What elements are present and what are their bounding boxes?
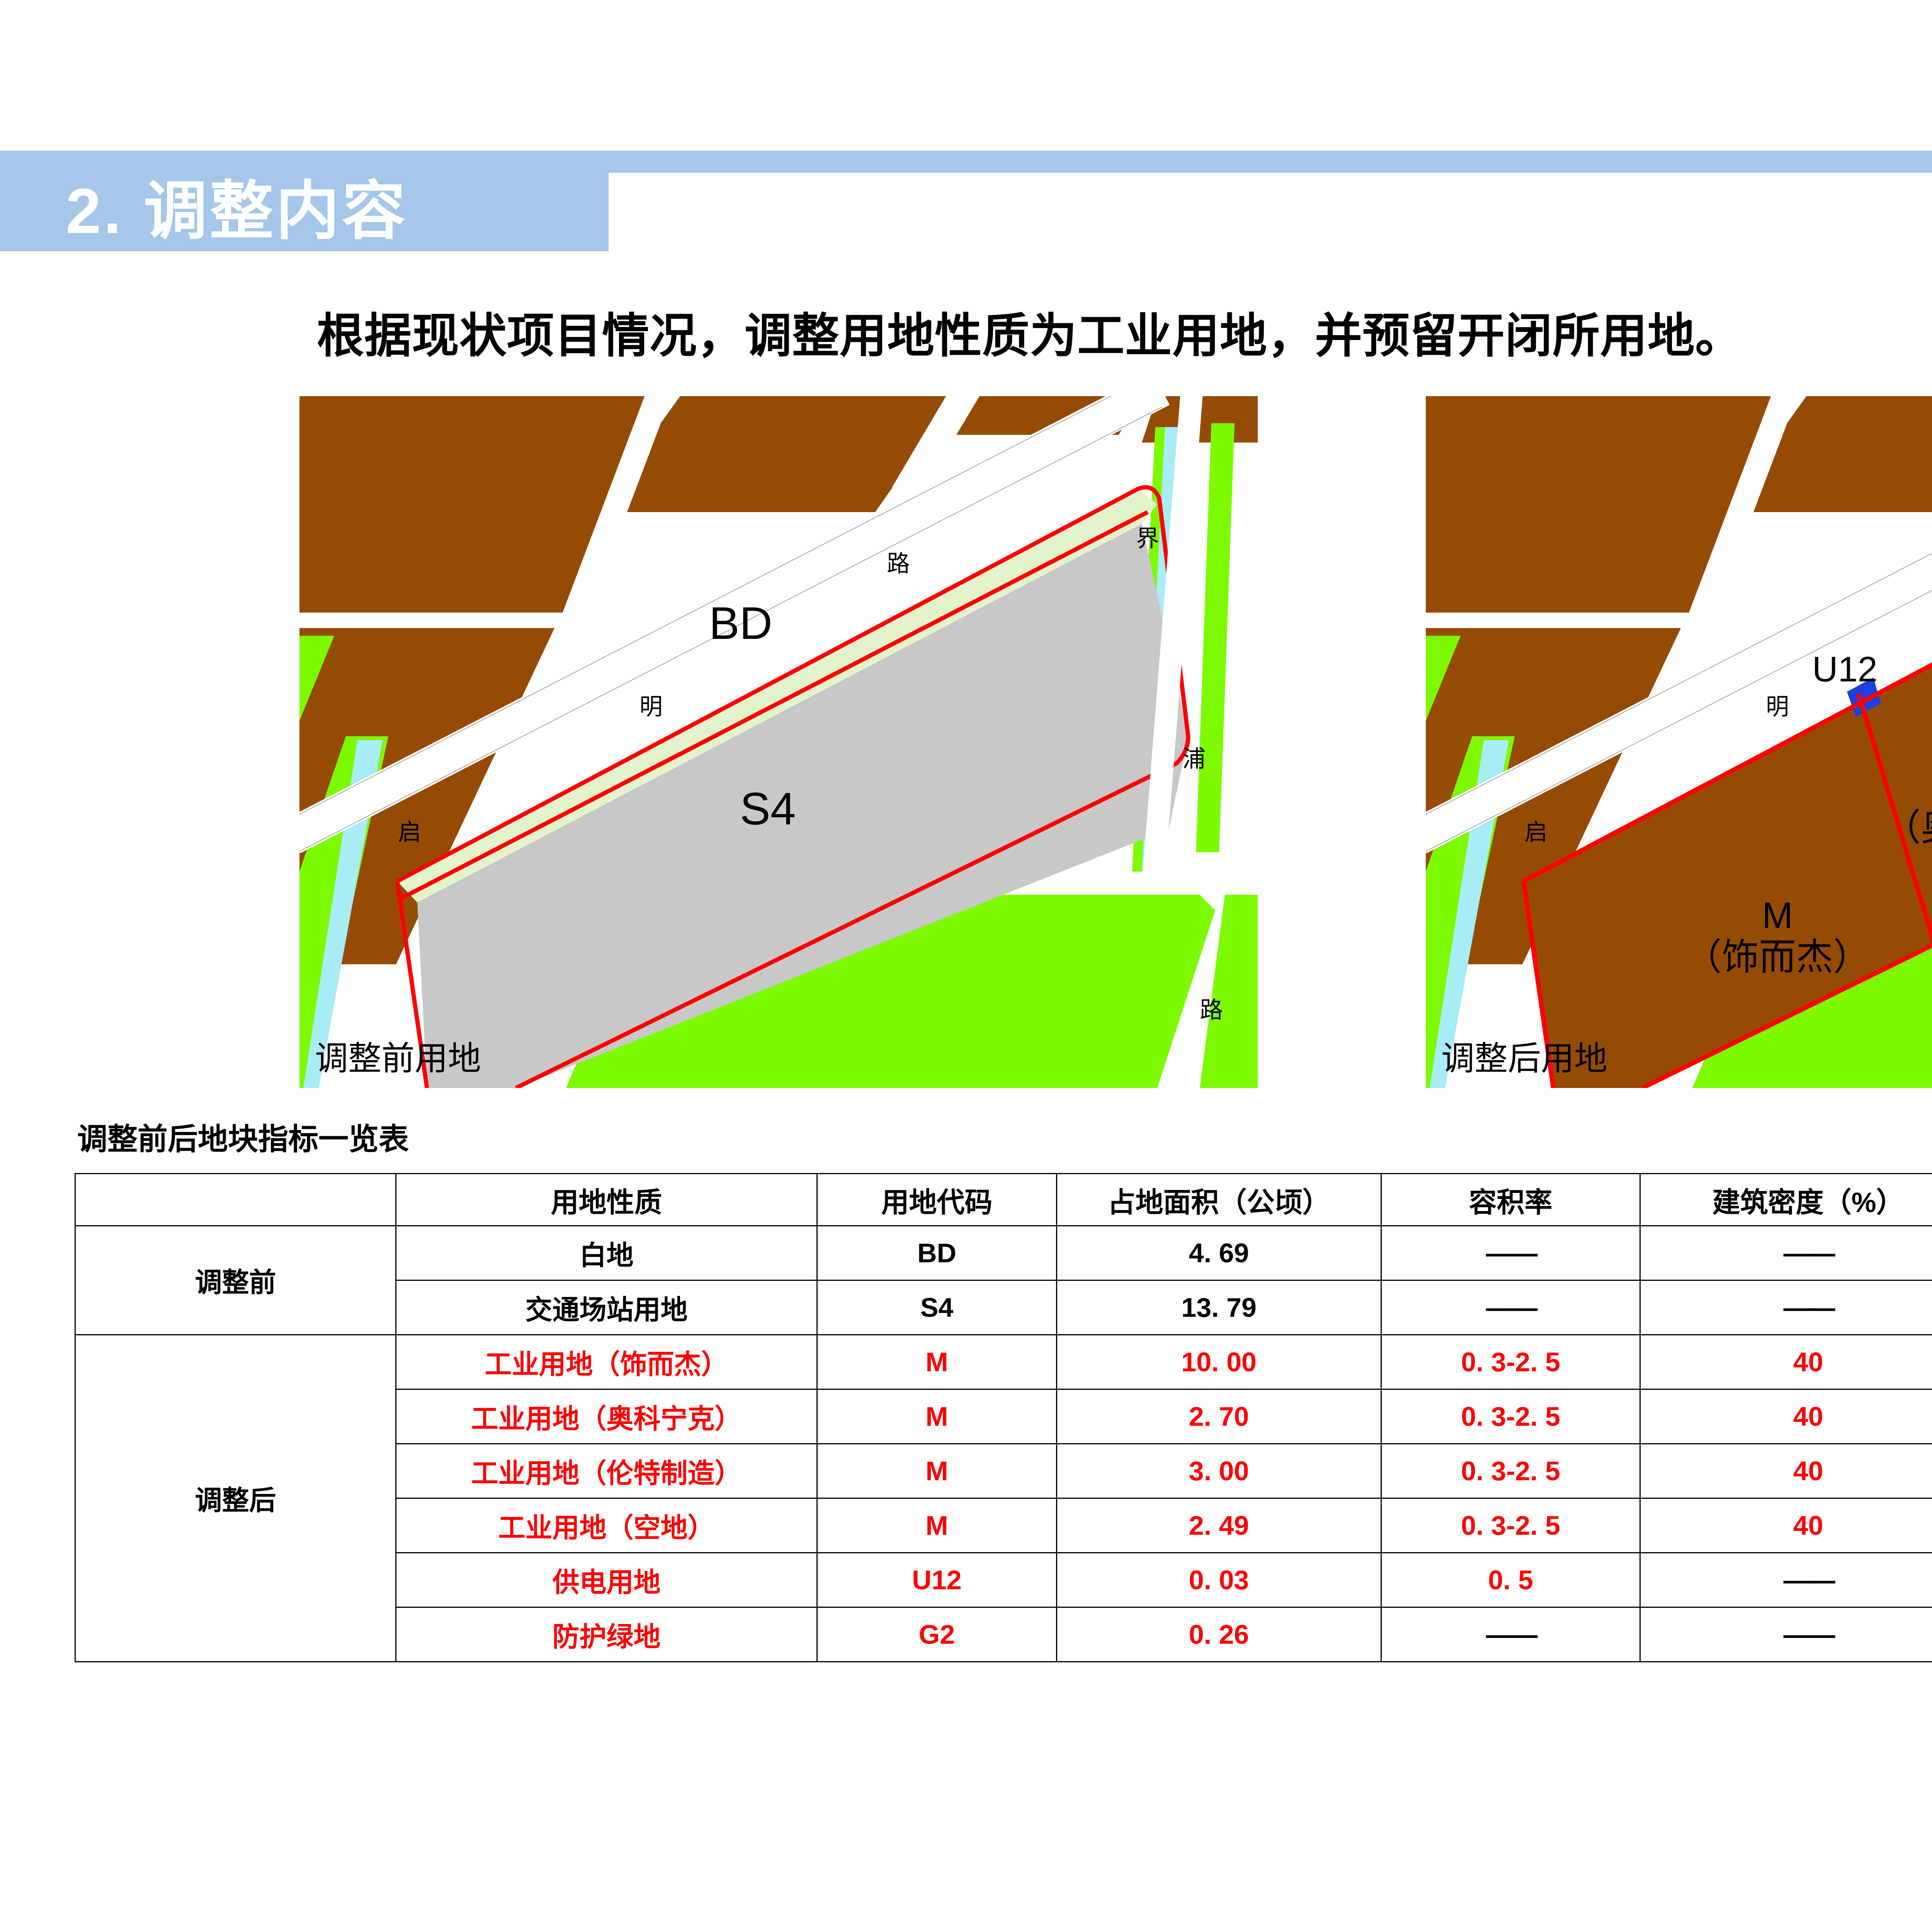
cell-nature: 防护绿地 [395, 1607, 818, 1662]
cell-density: —— [1639, 1225, 1932, 1281]
road-label-pu-before: 浦 [1182, 746, 1206, 772]
cell-nature: 工业用地（空地） [395, 1498, 818, 1553]
cell-far: —— [1381, 1225, 1641, 1281]
table-row: 供电用地 U12 0. 03 0. 5 —— 12 —— [75, 1552, 1932, 1608]
cell-density: 40 [1639, 1334, 1932, 1390]
cell-far: 0. 3-2. 5 [1381, 1443, 1641, 1499]
cell-area: 2. 70 [1056, 1389, 1382, 1444]
table-header: 用地性质 用地代码 占地面积（公顷） 容积率 建筑密度（%） 建筑限高（米） 绿… [75, 1173, 1932, 1226]
col-head-nature: 用地性质 [395, 1173, 818, 1226]
col-head-density: 建筑密度（%） [1639, 1173, 1932, 1226]
cell-nature: 白地 [395, 1225, 818, 1281]
table-row: 工业用地（空地） M 2. 49 0. 3-2. 5 40 30 30 [75, 1498, 1932, 1553]
table-body: 调整前 白地 BD 4. 69 —— —— —— —— 交通场站用地 S4 13… [75, 1225, 1932, 1662]
cell-nature: 工业用地（伦特制造） [395, 1443, 818, 1499]
parcel-divider-before [400, 510, 1149, 901]
road-label-ming-before: 明 [639, 694, 663, 720]
cell-far: 0. 3-2. 5 [1381, 1334, 1641, 1390]
parcel-label-s4: S4 [740, 783, 796, 834]
table-header-row: 用地性质 用地代码 占地面积（公顷） 容积率 建筑密度（%） 建筑限高（米） 绿… [75, 1173, 1932, 1226]
phase-cell-before: 调整前 [75, 1225, 396, 1335]
parcel-dividers-after [1856, 693, 1932, 944]
road-label-ming-after: 明 [1766, 694, 1789, 720]
subject-outline-after-west [1521, 881, 1556, 1088]
parcel-code-m-shierjie: M [1762, 895, 1793, 936]
parcel-bd-area [397, 489, 1157, 902]
table-caption: 调整前后地块指标一览表 [77, 1122, 409, 1156]
map-before-graphic [299, 396, 1258, 1088]
map-caption-before: 调整前用地 [315, 1040, 481, 1077]
cell-code: M [816, 1443, 1057, 1499]
roads-after [1426, 396, 1932, 853]
section-title: 2. 调整内容 [66, 175, 408, 247]
cell-code: M [816, 1389, 1057, 1444]
cell-code: U12 [816, 1552, 1057, 1608]
cell-area: 13. 79 [1056, 1280, 1382, 1335]
cell-code: BD [816, 1225, 1057, 1281]
cell-code: S4 [816, 1280, 1057, 1335]
map-after-adjustment[interactable]: U12 G2 M （伦特制造） M （奥科宁克） M （空地） M （饰而杰） … [1426, 396, 1932, 1088]
road-edges-after [1426, 553, 1932, 852]
road-label-jie-before: 界 [1136, 526, 1159, 552]
cell-density: 40 [1639, 1443, 1932, 1499]
cell-area: 2. 49 [1056, 1498, 1382, 1553]
map-after-graphic [1426, 396, 1932, 1088]
cell-density: —— [1639, 1607, 1932, 1662]
table-row: 工业用地（伦特制造） M 3. 00 0. 3-2. 5 40 30 30 [75, 1443, 1932, 1499]
col-head-far: 容积率 [1381, 1173, 1641, 1226]
table-row: 调整前 白地 BD 4. 69 —— —— —— —— [75, 1225, 1932, 1335]
subject-outline-before-inner [395, 881, 429, 1088]
table-row: 调整后 工业用地（饰而杰） M 10. 00 0. 3-2. 5 40 30 3… [75, 1334, 1932, 1662]
cell-nature: 交通场站用地 [395, 1280, 818, 1335]
parcel-s4-area [417, 524, 1188, 1088]
col-head-phase [75, 1173, 396, 1226]
cell-density: 40 [1639, 1498, 1932, 1553]
parcel-name-m-shierjie: （饰而杰） [1685, 936, 1870, 978]
parcel-label-m-shierjie: M （饰而杰） [1685, 895, 1870, 978]
brown-blocks-after [1426, 396, 1932, 964]
map-before-adjustment[interactable]: BD S4 启 明 路 界 浦 路 调整前用地 [299, 396, 1258, 1088]
parcel-label-m-aokening: M （奥科宁克） [1884, 765, 1932, 848]
cell-far: —— [1381, 1280, 1641, 1335]
map-caption-after: 调整后用地 [1441, 1040, 1607, 1077]
cell-density: —— [1639, 1280, 1932, 1335]
cell-density: 40 [1639, 1389, 1932, 1444]
cell-nature: 工业用地（饰而杰） [395, 1334, 818, 1390]
road-label-qi-before: 启 [398, 819, 421, 845]
cell-code: M [816, 1498, 1057, 1553]
cell-area: 4. 69 [1056, 1225, 1382, 1281]
intro-paragraph: 根据现状项目情况，调整用地性质为工业用地，并预留开闭所用地。 [317, 310, 1743, 362]
cell-nature: 供电用地 [395, 1552, 818, 1608]
table-row: 工业用地（奥科宁克） M 2. 70 0. 3-2. 5 40 30 30 [75, 1389, 1932, 1444]
col-head-area: 占地面积（公顷） [1056, 1173, 1382, 1226]
indicators-table: 用地性质 用地代码 占地面积（公顷） 容积率 建筑密度（%） 建筑限高（米） 绿… [75, 1173, 1932, 1662]
roads-before [299, 396, 1258, 897]
col-head-code: 用地代码 [816, 1173, 1057, 1226]
cell-nature: 工业用地（奥科宁克） [395, 1389, 818, 1444]
table-row: 交通场站用地 S4 13. 79 —— —— —— —— [75, 1280, 1932, 1335]
cell-far: 0. 3-2. 5 [1381, 1498, 1641, 1553]
subject-block-after [1524, 665, 1932, 1088]
cell-far: —— [1381, 1607, 1641, 1662]
road-label-qi-after: 启 [1524, 819, 1548, 845]
road-label-lu2-before: 路 [1200, 997, 1223, 1023]
cell-area: 0. 03 [1056, 1552, 1382, 1608]
road-label-lu-before: 路 [887, 551, 910, 577]
parcel-label-bd: BD [709, 598, 772, 649]
cell-density: —— [1639, 1552, 1932, 1608]
cell-far: 0. 5 [1381, 1552, 1641, 1608]
road-edges-before [299, 396, 1162, 852]
parcel-name-m-aokening: （奥科宁克） [1884, 807, 1932, 848]
cell-code: G2 [816, 1607, 1057, 1662]
section-banner [0, 151, 609, 251]
cell-far: 0. 3-2. 5 [1381, 1389, 1641, 1444]
phase-cell-after: 调整后 [75, 1334, 396, 1662]
cell-area: 3. 00 [1056, 1443, 1382, 1499]
parcel-label-u12: U12 [1812, 650, 1878, 689]
cell-code: M [816, 1334, 1057, 1390]
cell-area: 0. 26 [1056, 1607, 1382, 1662]
table-row: 防护绿地 G2 0. 26 —— —— —— —— [75, 1607, 1932, 1662]
cell-area: 10. 00 [1056, 1334, 1382, 1390]
